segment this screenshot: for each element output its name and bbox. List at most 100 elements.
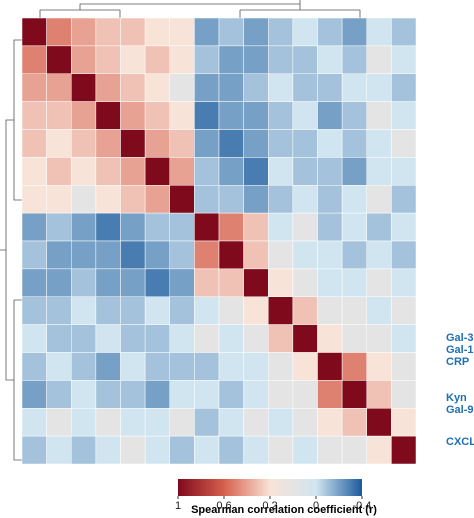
heatmap-cell [391, 380, 417, 409]
heatmap-cell [317, 45, 343, 74]
heatmap-cell [120, 185, 146, 214]
heatmap-cell [268, 352, 294, 381]
heatmap-cell [317, 101, 343, 130]
heatmap-cell [95, 268, 121, 297]
heatmap-cell [268, 240, 294, 270]
heatmap-cell [341, 185, 367, 214]
heatmap-cell [317, 17, 343, 47]
heatmap-cell [21, 73, 47, 102]
heatmap-cell [46, 268, 72, 297]
heatmap-cell [317, 129, 343, 158]
heatmap-cell [391, 324, 417, 353]
heatmap-cell [292, 45, 318, 74]
heatmap-cell [71, 240, 97, 270]
heatmap-cell [366, 185, 392, 214]
heatmap-cell [21, 45, 47, 74]
heatmap-cell [95, 73, 121, 102]
heatmap-cell [366, 240, 392, 270]
heatmap-cell [194, 45, 220, 74]
heatmap-cell [268, 408, 294, 437]
heatmap-cell [243, 352, 269, 381]
heatmap-cell [169, 157, 195, 186]
heatmap-cell [120, 157, 146, 186]
heatmap-cell [341, 240, 367, 270]
colorbar-tick-label: 0 [313, 500, 319, 512]
heatmap-cell [243, 17, 269, 47]
heatmap-cell [194, 240, 220, 270]
heatmap-cell [391, 296, 417, 325]
heatmap-cell [169, 296, 195, 325]
heatmap-cell [120, 129, 146, 158]
heatmap-cell [341, 324, 367, 353]
heatmap-cell [292, 380, 318, 409]
heatmap-cell [317, 324, 343, 353]
heatmap-cell [341, 380, 367, 409]
heatmap-cell [391, 268, 417, 297]
heatmap-cell [21, 435, 47, 465]
heatmap-cell [120, 212, 146, 242]
heatmap-cell [218, 380, 244, 409]
heatmap-cell [243, 268, 269, 297]
heatmap-cell [21, 185, 47, 214]
heatmap-cell [243, 240, 269, 270]
heatmap-cell [292, 212, 318, 242]
heatmap-cell [71, 45, 97, 74]
heatmap-cell [366, 268, 392, 297]
heatmap-cell [268, 324, 294, 353]
heatmap-cell [95, 240, 121, 270]
heatmap-cell [46, 380, 72, 409]
heatmap-cell [95, 352, 121, 381]
heatmap-cell [317, 157, 343, 186]
heatmap-cell [317, 296, 343, 325]
heatmap-cell [268, 73, 294, 102]
heatmap-cell [292, 73, 318, 102]
heatmap-cell [46, 408, 72, 437]
heatmap-cell [71, 17, 97, 47]
heatmap-cell [243, 185, 269, 214]
heatmap-cell [95, 101, 121, 130]
heatmap-cell [366, 212, 392, 242]
heatmap-cell [366, 101, 392, 130]
heatmap-cell [21, 17, 47, 47]
heatmap-cell [169, 101, 195, 130]
heatmap-cell [169, 73, 195, 102]
heatmap-cell [144, 212, 170, 242]
heatmap-cell [120, 435, 146, 465]
heatmap-cell [243, 324, 269, 353]
heatmap-cell [218, 157, 244, 186]
heatmap-cell [144, 296, 170, 325]
heatmap-cell [194, 268, 220, 297]
heatmap-cell [144, 45, 170, 74]
heatmap-cell [317, 435, 343, 465]
heatmap-cell [292, 17, 318, 47]
heatmap-cell [341, 45, 367, 74]
heatmap-cell [194, 408, 220, 437]
heatmap-cell [194, 129, 220, 158]
heatmap-cell [120, 408, 146, 437]
heatmap-cell [218, 296, 244, 325]
heatmap-cell [341, 352, 367, 381]
heatmap-cell [292, 101, 318, 130]
heatmap-cell [194, 157, 220, 186]
heatmap-cell [95, 129, 121, 158]
heatmap-cell [194, 435, 220, 465]
heatmap-cell [317, 408, 343, 437]
heatmap-cell [95, 380, 121, 409]
heatmap-cell [341, 73, 367, 102]
dendrogram [0, 0, 361, 461]
heatmap-cell [292, 129, 318, 158]
heatmap-cell [144, 268, 170, 297]
heatmap-cell [391, 45, 417, 74]
heatmap-cell [46, 212, 72, 242]
heatmap-cell [243, 101, 269, 130]
heatmap-cell [317, 268, 343, 297]
heatmap-cell [391, 101, 417, 130]
heatmap-cell [21, 352, 47, 381]
heatmap-cell [341, 101, 367, 130]
heatmap-cell [169, 268, 195, 297]
heatmap-cell [95, 185, 121, 214]
heatmap-cell [71, 268, 97, 297]
heatmap-cell [341, 157, 367, 186]
heatmap-cell [120, 45, 146, 74]
